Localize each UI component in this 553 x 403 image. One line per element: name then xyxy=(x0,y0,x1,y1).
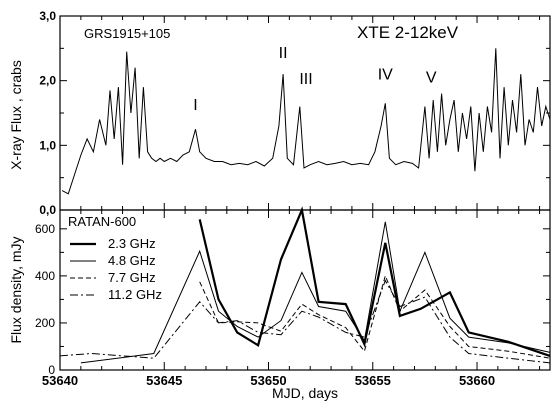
radio-title: RATAN-600 xyxy=(68,214,136,229)
xray-y-tick-label: 3,0 xyxy=(39,9,56,23)
x-tick-label: 53660 xyxy=(459,373,495,388)
legend-label: 2.3 GHz xyxy=(108,236,156,251)
legend-label: 4.8 GHz xyxy=(108,253,156,268)
xray-y-tick-labels: 0,0 1,0 2,0 3,0 xyxy=(39,9,56,217)
xray-y-tick-label: 2,0 xyxy=(39,74,56,88)
xray-tick-marks xyxy=(60,16,550,210)
xray-plot-frame xyxy=(60,16,550,210)
legend-label: 11.2 GHz xyxy=(108,287,162,302)
x-tick-label: 53640 xyxy=(42,373,78,388)
radio-y-tick-label: 600 xyxy=(35,222,55,236)
xray-y-tick-label: 1,0 xyxy=(39,138,56,152)
radio-y-tick-label: 200 xyxy=(35,316,55,330)
x-tick-label: 53645 xyxy=(146,373,182,388)
radio-y-axis-label: Flux density, mJy xyxy=(8,236,24,343)
x-tick-label: 53655 xyxy=(355,373,391,388)
radio-y-tick-label: 400 xyxy=(35,269,55,283)
x-tick-labels: 53640 53645 53650 53655 53660 xyxy=(42,373,495,388)
legend-label: 7.7 GHz xyxy=(108,270,156,285)
source-label: GRS1915+105 xyxy=(84,26,170,41)
x-axis-label: MJD, days xyxy=(272,385,338,401)
xray-panel: 0,01,02,03,0 GRS1915+105 XTE 2-12keV III… xyxy=(8,9,550,217)
xray-y-axis-label: X-ray Flux , crabs xyxy=(8,60,24,170)
legend: 2.3 GHz 4.8 GHz 7.7 GHz 11.2 GHz xyxy=(70,236,162,302)
flare-label: V xyxy=(426,70,437,87)
flare-label: IV xyxy=(378,66,393,83)
xray-title: XTE 2-12keV xyxy=(357,23,459,42)
xray-y-tick-label: 0,0 xyxy=(39,203,56,217)
flare-label: II xyxy=(279,45,288,62)
flare-label: III xyxy=(299,71,312,88)
flare-label: I xyxy=(193,97,197,114)
